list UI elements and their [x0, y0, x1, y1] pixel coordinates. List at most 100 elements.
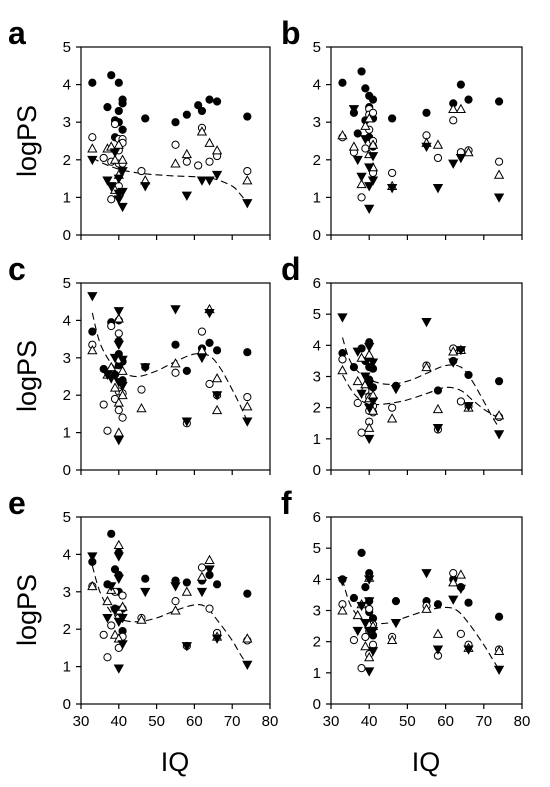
filled-triangle-down-marker	[140, 587, 151, 598]
filled-triangle-down-marker	[204, 308, 215, 319]
open-triangle-marker	[181, 586, 192, 596]
y-tick-label: 0	[63, 696, 71, 713]
open-triangle-marker	[117, 154, 128, 164]
open-triangle-marker	[367, 405, 379, 415]
open-triangle-marker	[463, 146, 474, 157]
x-tick-label: 40	[361, 713, 378, 730]
open-circle-marker	[456, 397, 465, 406]
filled-circle-marker	[118, 125, 127, 134]
filled-circle-marker	[494, 97, 504, 106]
open-triangle-marker	[117, 601, 128, 611]
open-triangle-marker	[113, 313, 124, 323]
filled-circle-marker	[141, 114, 150, 123]
filled-triangle-down-marker	[448, 159, 459, 169]
filled-triangle-down-marker	[356, 601, 367, 612]
open-triangle-marker	[367, 139, 379, 149]
open-triangle-marker	[113, 427, 124, 437]
open-circle-marker	[338, 355, 347, 364]
open-circle-marker	[114, 406, 123, 415]
filled-triangle-down-marker	[117, 640, 128, 650]
filled-circle-marker	[357, 548, 366, 557]
filled-triangle-down-marker	[140, 182, 151, 192]
open-circle-marker	[449, 116, 458, 125]
filled-triangle-down-marker	[455, 153, 467, 164]
y-axis-title: logPS	[12, 574, 42, 646]
filled-circle-marker	[114, 78, 123, 87]
open-triangle-marker	[170, 605, 181, 615]
y-tick-label: 0	[313, 227, 321, 244]
panel-a-plot: 0 1 2 3 4 5	[63, 39, 271, 244]
filled-triangle-down-marker	[196, 176, 208, 186]
open-triangle-marker	[360, 641, 371, 651]
x-tick-label: 40	[110, 713, 127, 730]
filled-triangle-down-marker	[432, 645, 444, 655]
y-tick-label: 1	[63, 189, 71, 206]
filled-circle-marker	[212, 346, 222, 355]
y-tick-label: 1	[63, 425, 71, 442]
open-triangle-marker	[448, 103, 459, 113]
filled-triangle-down-marker	[360, 619, 371, 629]
open-circle-marker	[118, 413, 127, 422]
filled-triangle-down-marker	[196, 353, 208, 364]
filled-circle-marker	[361, 583, 370, 592]
filled-triangle-down-marker	[364, 597, 375, 607]
filled-triangle-down-marker	[140, 363, 151, 373]
y-axis-title: logPS	[12, 105, 42, 177]
open-circle-marker	[107, 195, 116, 204]
filled-circle-marker	[433, 386, 443, 395]
filled-circle-marker	[464, 95, 473, 104]
open-circle-marker	[171, 140, 180, 149]
open-triangle-marker	[493, 410, 505, 420]
filled-circle-marker	[194, 101, 203, 110]
open-triangle-marker	[352, 375, 363, 386]
filled-circle-marker	[171, 340, 180, 349]
filled-triangle-down-marker	[360, 372, 371, 382]
fit-curve	[342, 374, 500, 420]
filled-triangle-down-marker	[352, 347, 363, 357]
filled-triangle-down-marker	[113, 174, 124, 184]
open-triangle-marker	[432, 403, 444, 414]
open-triangle-marker	[87, 580, 98, 591]
filled-triangle-down-marker	[109, 148, 121, 158]
open-triangle-marker	[87, 344, 98, 355]
filled-circle-marker	[243, 589, 252, 598]
filled-circle-marker	[205, 95, 214, 104]
filled-triangle-down-marker	[364, 434, 375, 445]
panel-d-plot: 0 1 2 3 4 5 6	[313, 275, 523, 479]
filled-triangle-down-marker	[348, 105, 360, 115]
open-triangle-marker	[448, 346, 459, 356]
filled-circle-marker	[141, 574, 150, 583]
open-circle-marker	[99, 400, 108, 409]
filled-triangle-down-marker	[367, 176, 379, 186]
filled-circle-marker	[182, 578, 191, 587]
open-triangle-marker	[204, 137, 215, 147]
panel-frame	[80, 282, 271, 471]
open-circle-marker	[197, 563, 207, 572]
open-circle-marker	[99, 153, 108, 163]
y-tick-label: 6	[313, 275, 321, 292]
y-tick-label: 0	[313, 696, 321, 713]
filled-triangle-down-marker	[170, 582, 181, 592]
open-circle-marker	[197, 327, 207, 336]
filled-triangle-down-marker	[211, 391, 223, 401]
filled-triangle-down-marker	[367, 626, 379, 637]
x-tick-label: 60	[186, 713, 203, 730]
filled-triangle-down-marker	[367, 397, 379, 407]
filled-triangle-down-marker	[364, 667, 375, 677]
filled-triangle-down-marker	[242, 417, 253, 427]
y-tick-label: 5	[63, 509, 71, 526]
open-triangle-marker	[364, 651, 375, 662]
x-tick-label: 70	[224, 713, 241, 730]
filled-triangle-down-marker	[364, 163, 375, 173]
y-tick-label: 5	[313, 306, 321, 323]
filled-triangle-down-marker	[421, 318, 432, 328]
panel-c: c	[8, 251, 271, 471]
filled-circle-marker	[357, 67, 366, 76]
x-tick-label: 50	[148, 713, 165, 730]
open-circle-marker	[205, 379, 214, 389]
open-circle-marker	[107, 621, 116, 630]
panel-a: a	[8, 15, 271, 236]
panel-b: b	[281, 15, 523, 236]
open-circle-marker	[194, 161, 203, 170]
x-tick-label: 70	[475, 713, 492, 730]
